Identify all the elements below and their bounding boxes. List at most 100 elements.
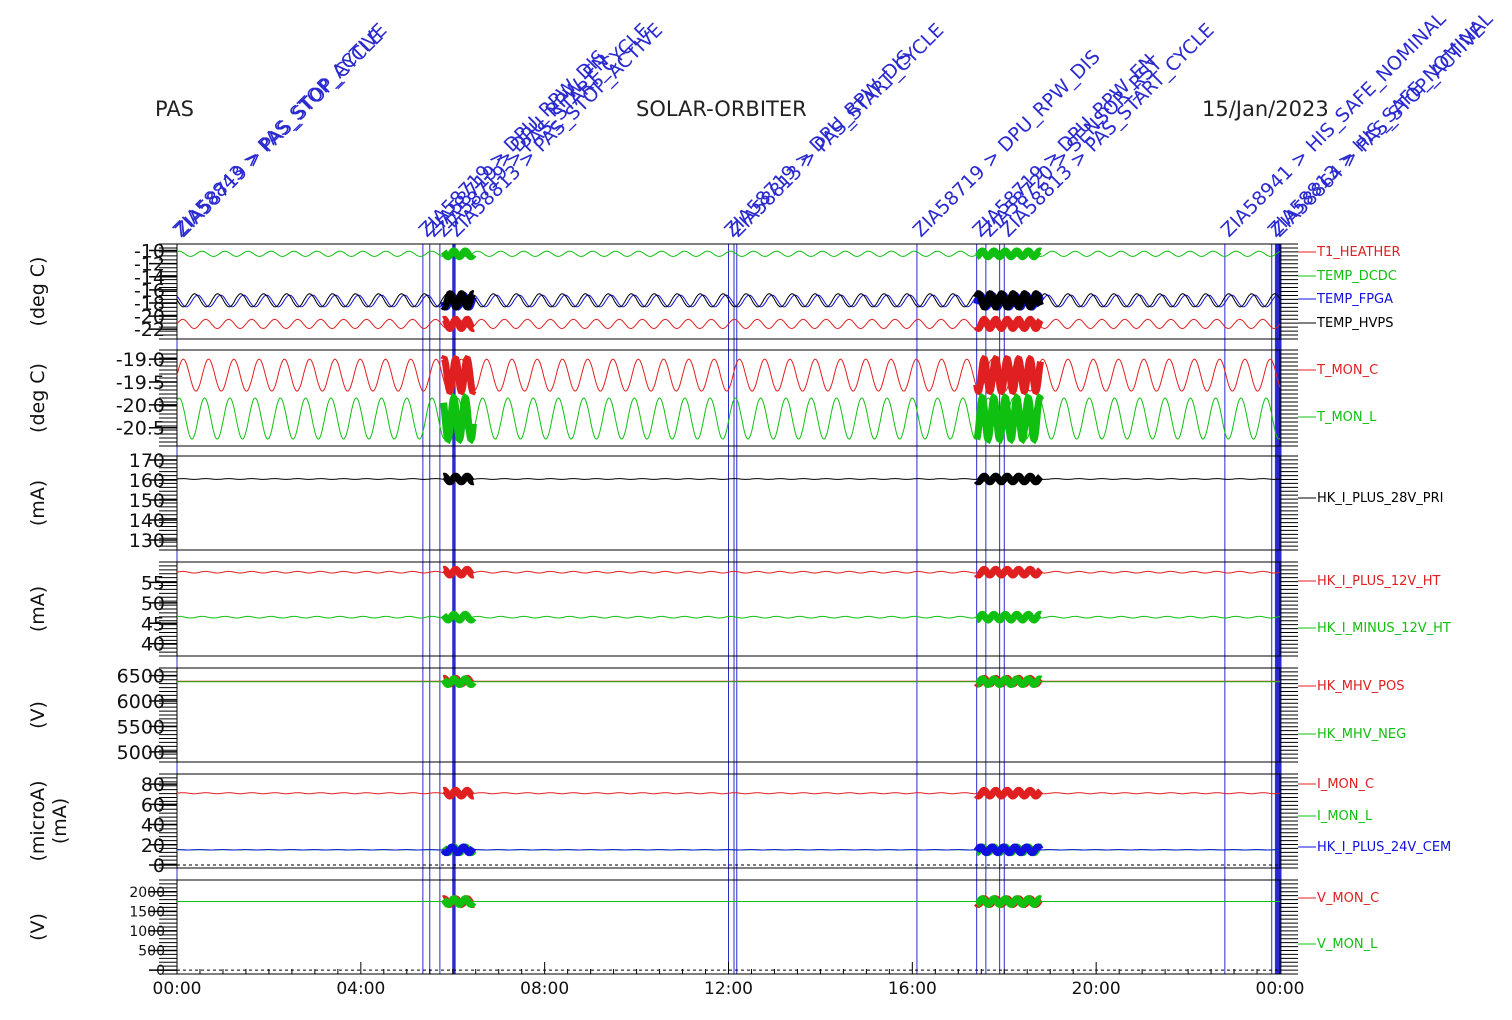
y-tick-label: -20.0 [116,395,165,417]
series-burst [440,675,477,688]
series-line [176,293,1281,308]
legend-label: V_MON_L [1317,937,1378,952]
legend-label: I_MON_C [1317,777,1374,792]
series-burst [973,354,1045,396]
y-tick-label: 80 [141,774,165,796]
legend-label: HK_I_PLUS_28V_PRI [1317,491,1443,506]
series-burst [442,472,475,486]
series-line [176,792,1281,795]
x-tick-label: 16:00 [888,979,937,999]
y-tick-label: 5000 [117,742,165,764]
x-tick-label: 20:00 [1072,979,1121,999]
series-burst [975,895,1042,909]
legend-label: HK_I_MINUS_12V_HT [1317,621,1451,636]
series-line [176,250,1281,257]
series-burst [440,610,477,624]
legend-label: V_MON_C [1317,891,1379,906]
y-tick-label: 170 [129,450,165,472]
series-burst [975,675,1043,688]
series-burst [440,843,477,857]
legend-label: TEMP_DCDC [1316,269,1397,284]
y-tick-label: 50 [141,593,165,615]
series-line [176,294,1281,308]
y-tick-label: -16 [134,280,165,302]
x-tick-label: 12:00 [704,979,753,999]
series-burst [973,315,1044,333]
y-tick-label: 0 [153,855,165,877]
y-tick-label: 5500 [117,716,165,738]
series-line [176,318,1281,330]
date-title: 15/Jan/2023 [1202,97,1329,121]
series-burst [440,895,477,909]
series-burst [973,290,1044,311]
y-tick-label: 40 [141,634,165,656]
y-tick-label: -14 [134,267,165,289]
y-tick-label: 55 [141,572,165,594]
x-tick-label: 04:00 [336,979,385,999]
series-line [176,478,1281,480]
series-line [176,570,1281,574]
panels: -10-12-14-16-18-20-22 (deg C) T1_HEATHER TE… [27,241,1451,980]
y-tick-label: 2000 [129,885,165,901]
series-burst [973,843,1044,857]
legend-label: HK_MHV_POS [1317,679,1405,694]
legend-label: T_MON_C [1316,363,1378,378]
legend-label: HK_I_PLUS_12V_HT [1317,574,1441,589]
y-tick-label: -10 [134,241,165,263]
y-tick-label: -12 [134,254,165,276]
series-burst [442,315,475,333]
y-axis-label: (deg C) [27,363,49,433]
y-tick-label: 1500 [129,904,165,920]
panel-5: 6500 6000 5500 5000 (V) HK_MHV_POS HK_MHV_NEG [27,666,1406,764]
y-tick-label: 40 [141,815,165,837]
legend-label: HK_I_PLUS_24V_CEM [1317,840,1451,855]
y-tick-label: 130 [129,530,165,552]
y-tick-label: 60 [141,794,165,816]
x-tick-label: 00:00 [1256,979,1305,999]
panel-7: 2000 1500 1000 500 0 (V) V_MON_C V_MON_L [27,879,1379,979]
series-line [176,358,1281,392]
y-axis-label-2: (mA) [49,798,71,844]
event-label: ZIA58813 > PAS_START_CYCLE [726,19,948,241]
series-burst [440,354,477,396]
x-tick-label: 00:00 [153,979,202,999]
series-burst [973,472,1044,486]
event-label: ZIA58864 > PAS_STOP_ACTIVE [1267,19,1489,241]
x-tick-label: 08:00 [520,979,569,999]
y-axis-label: (deg C) [27,257,49,327]
y-tick-label: 160 [129,470,165,492]
y-axis-label: (V) [27,913,49,941]
y-tick-label: 140 [129,510,165,532]
y-tick-label: 20 [141,835,165,857]
y-tick-label: 500 [138,944,165,960]
series-burst [975,247,1042,261]
y-axis-label: (mA) [27,586,49,632]
time-axis: 00:00 04:00 08:00 12:00 16:00 20:00 00:00 [153,962,1305,999]
series-burst [442,565,475,579]
series-burst [442,786,475,800]
event-label: ZIA58813 > PAS_STOP_ACTIVE [445,19,667,241]
y-tick-label: 0 [156,963,165,979]
y-tick-label: -18 [134,293,165,315]
event-label: ZIA58941 > HIS_SAFE_NOMINAL [1217,8,1451,242]
series-burst [440,247,477,261]
y-tick-label: 45 [141,613,165,635]
series-line [176,397,1281,440]
y-axis-label: (microA) [27,780,49,861]
legend-label: I_MON_L [1317,809,1373,824]
y-tick-label: -20 [134,306,165,328]
y-tick-label: 150 [129,490,165,512]
legend-label: TEMP_FPGA [1316,292,1393,307]
y-tick-label: -20.5 [116,418,165,440]
series-burst [973,565,1044,579]
mission-title: SOLAR-ORBITER [636,97,807,121]
panel-2: -19.0-19.5-20.0-20.5 (deg C) T_MON_C T_MON_… [27,349,1378,447]
y-tick-label: 1000 [129,924,165,940]
y-axis-label: (mA) [27,480,49,526]
series-burst [440,290,476,311]
